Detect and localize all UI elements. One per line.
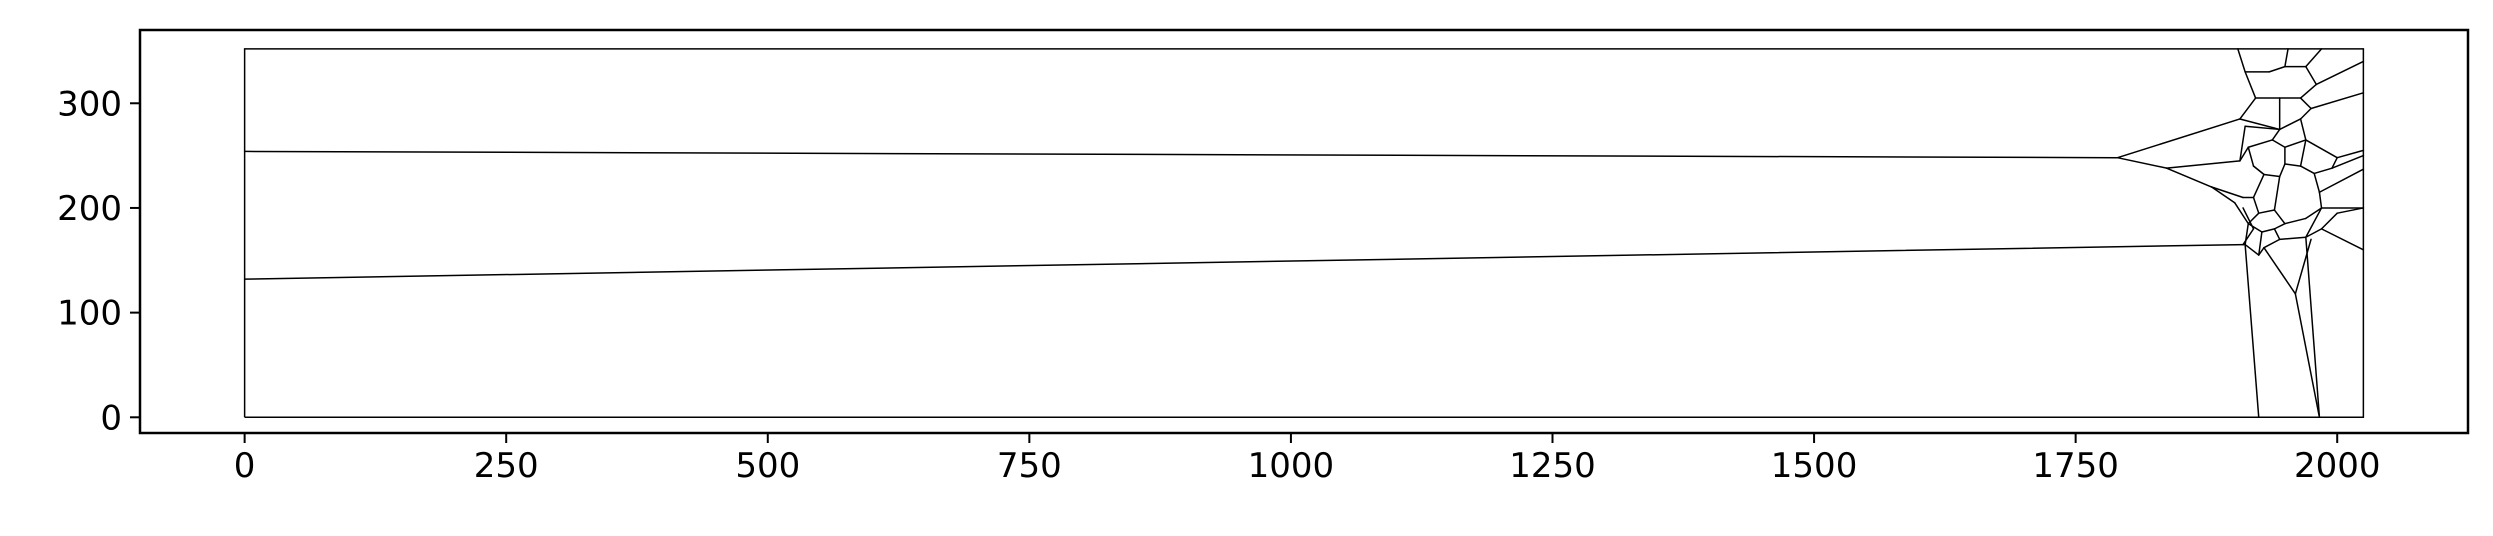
mesh-edge [2247, 222, 2263, 233]
mesh-edge [2313, 172, 2321, 193]
mesh-edge [2278, 118, 2302, 131]
mesh-edge [2299, 165, 2315, 175]
mesh-edge [2273, 175, 2281, 211]
mesh-edge [2284, 163, 2302, 167]
mesh-edge [2305, 207, 2323, 220]
x-tick-label: 1000 [1248, 446, 1335, 486]
mesh-edge [2116, 118, 2241, 159]
y-tick-label: 0 [100, 398, 122, 438]
mesh-edge [2233, 201, 2250, 225]
x-tick-label: 1500 [1771, 446, 1858, 486]
mesh-edge [2273, 228, 2281, 241]
x-tick-label: 1250 [1509, 446, 1596, 486]
mesh-edge [2257, 231, 2263, 256]
mesh-edge [2278, 236, 2307, 241]
mesh-edge [2331, 156, 2338, 169]
mesh-edge [2320, 212, 2338, 230]
x-tick-label: 500 [735, 446, 800, 486]
mesh-edge [2310, 92, 2365, 110]
y-tick-label: 300 [57, 84, 122, 124]
mesh-edge [2247, 139, 2274, 148]
mesh-edge [2294, 293, 2321, 419]
mesh-edge [2252, 165, 2265, 176]
mesh-edge [2252, 196, 2260, 214]
plot-area [243, 48, 2365, 419]
mesh-edge [2239, 118, 2281, 131]
mesh-edge [2331, 154, 2365, 169]
x-tick-label: 2000 [2294, 446, 2381, 486]
mesh-edge [2299, 118, 2307, 141]
mesh-edge [2284, 48, 2289, 68]
mesh-edge [2116, 156, 2168, 169]
mesh-edge [2305, 228, 2323, 239]
mesh-edge [2305, 65, 2318, 86]
mesh-edge [2299, 83, 2318, 99]
mesh-edge [2244, 243, 2260, 256]
axes-spine [138, 28, 2470, 435]
mesh-edge [2263, 246, 2297, 295]
mesh-edge [2257, 209, 2276, 214]
mesh-edge [2242, 207, 2255, 230]
mesh-edge [2247, 146, 2255, 167]
mesh-edge [2294, 238, 2312, 295]
mesh-edge [2299, 97, 2312, 110]
mesh-edge [2284, 139, 2307, 148]
mesh-edge [2263, 238, 2281, 249]
mesh-edge [2244, 71, 2257, 99]
mesh-edge [2239, 125, 2246, 162]
mesh-edge [2244, 243, 2260, 419]
mesh-edge [2305, 48, 2323, 68]
mesh-edge [243, 150, 2119, 159]
mesh-edge [2305, 207, 2323, 239]
mesh-edge [2305, 236, 2321, 419]
mesh-edge [2271, 128, 2281, 141]
x-tick-label: 1750 [2032, 446, 2119, 486]
mesh-edge [2313, 167, 2333, 175]
mesh-edge [2165, 167, 2213, 188]
mesh-edge [2273, 209, 2286, 225]
mesh-edge [2273, 222, 2286, 230]
mesh-edge [2261, 228, 2276, 233]
mesh-edge [2278, 163, 2286, 178]
mesh-edge [2271, 139, 2286, 148]
x-tick-label: 0 [234, 446, 256, 486]
mesh-edge [2336, 149, 2365, 159]
mesh-edge [2315, 60, 2365, 86]
mesh-edge [2210, 186, 2236, 204]
mesh-edge [2239, 146, 2250, 162]
x-tick-label: 250 [474, 446, 539, 486]
mesh-edge [2239, 97, 2257, 120]
mesh-edge [2268, 65, 2286, 73]
axes-frame [138, 28, 2470, 435]
mesh-edge [2210, 186, 2244, 199]
y-tick-label: 100 [57, 294, 122, 334]
mesh-edge [2299, 139, 2307, 167]
domain-boundary [243, 48, 2365, 419]
mesh-edge [2284, 217, 2307, 225]
mesh-edge [2318, 191, 2323, 209]
mesh-edge [2263, 173, 2281, 178]
x-tick-label: 750 [997, 446, 1062, 486]
mesh-edge [2336, 207, 2365, 214]
x-axis: 0 250 500 750 1000 1250 1500 1750 2000 [234, 433, 2381, 486]
mesh-edge [2320, 228, 2365, 251]
mesh-edge [243, 243, 2244, 280]
mesh-edge [2244, 125, 2281, 131]
mesh-edge [2318, 168, 2365, 193]
y-tick-label: 200 [57, 189, 122, 229]
mesh-edge [2237, 48, 2246, 73]
mesh-edge [2305, 139, 2338, 159]
mesh-edge [2165, 160, 2241, 169]
mesh-edge [2299, 107, 2312, 120]
y-axis: 0 100 200 300 [57, 84, 140, 438]
mesh-edge [2252, 173, 2265, 199]
mesh-edge [2257, 246, 2265, 256]
mesh-edge [2242, 228, 2255, 246]
